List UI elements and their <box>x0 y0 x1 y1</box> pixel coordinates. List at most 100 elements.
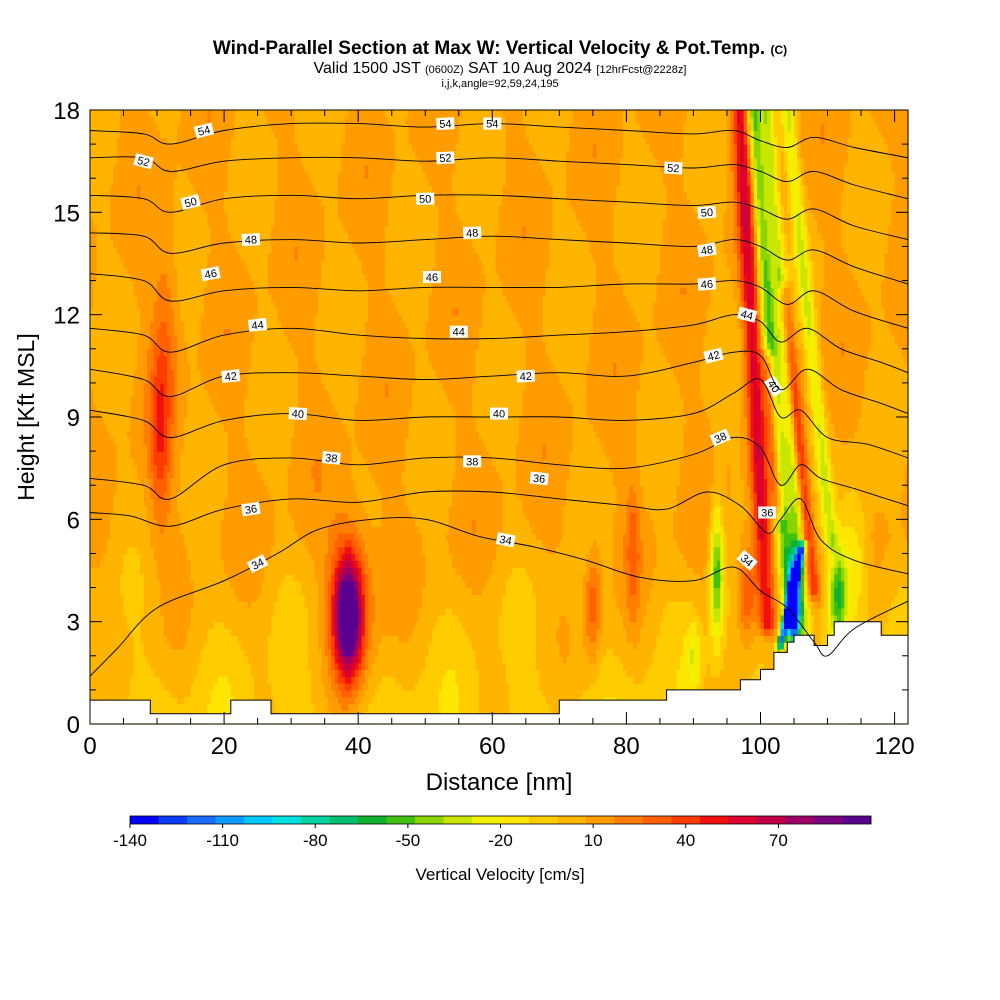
w-cell <box>146 662 151 671</box>
w-cell <box>210 144 215 152</box>
w-cell <box>140 137 145 145</box>
w-cell <box>123 614 128 623</box>
w-cell <box>271 676 275 684</box>
w-cell <box>193 287 198 295</box>
w-cell <box>157 648 161 657</box>
w-cell <box>190 307 195 316</box>
w-cell <box>173 403 178 411</box>
w-cell <box>190 519 195 527</box>
w-cell <box>146 430 151 439</box>
w-cell <box>90 150 94 159</box>
w-cell <box>96 635 101 643</box>
w-cell <box>96 396 101 404</box>
w-cell <box>133 362 138 370</box>
w-cell <box>116 314 121 323</box>
w-cell <box>187 355 192 364</box>
w-cell <box>133 225 138 234</box>
w-cell <box>120 505 125 514</box>
w-cell <box>170 280 175 288</box>
w-cell <box>133 403 138 411</box>
w-cell <box>146 294 151 302</box>
w-cell <box>123 471 128 479</box>
w-cell <box>203 546 208 555</box>
w-cell <box>130 567 135 575</box>
w-cell <box>203 348 208 357</box>
w-cell <box>214 171 218 179</box>
w-cell <box>257 464 262 473</box>
w-cell <box>93 198 98 207</box>
w-cell <box>163 144 168 152</box>
w-cell <box>96 655 101 664</box>
w-cell <box>100 444 105 452</box>
w-cell <box>143 287 148 295</box>
w-cell <box>217 628 222 636</box>
w-cell <box>140 457 145 466</box>
w-cell <box>170 328 175 336</box>
w-cell <box>110 478 115 486</box>
w-cell <box>96 519 101 527</box>
w-cell <box>136 178 141 186</box>
w-cell <box>224 683 229 691</box>
w-cell <box>247 662 252 671</box>
w-cell <box>163 376 168 384</box>
w-cell <box>193 451 198 459</box>
w-cell <box>224 492 229 500</box>
w-cell <box>100 485 105 493</box>
w-cell <box>93 689 98 698</box>
w-cell <box>126 341 131 350</box>
w-cell <box>230 266 235 275</box>
w-cell <box>200 362 205 370</box>
w-cell <box>187 608 192 616</box>
w-cell <box>113 246 118 254</box>
w-cell <box>130 505 135 514</box>
w-cell <box>106 348 111 357</box>
w-cell <box>140 526 145 534</box>
w-cell <box>146 239 151 248</box>
w-cell <box>227 239 232 248</box>
w-cell <box>207 580 212 589</box>
w-cell <box>130 314 135 323</box>
w-cell <box>170 137 175 145</box>
w-cell <box>240 430 245 439</box>
w-cell <box>143 116 148 125</box>
w-cell <box>163 676 168 684</box>
w-cell <box>163 219 168 227</box>
w-cell <box>173 348 178 357</box>
w-cell <box>160 225 165 234</box>
w-cell <box>227 116 232 125</box>
w-cell <box>244 328 249 336</box>
w-cell <box>224 280 229 288</box>
w-cell <box>106 198 111 207</box>
w-cell <box>180 417 185 425</box>
w-cell <box>133 642 138 650</box>
w-cell <box>106 464 111 473</box>
w-cell <box>207 171 212 179</box>
w-cell <box>193 580 198 589</box>
w-cell <box>100 457 105 466</box>
w-cell <box>130 123 135 132</box>
w-cell <box>224 389 229 398</box>
w-cell <box>271 464 275 473</box>
w-cell <box>167 369 172 377</box>
w-cell <box>160 341 165 350</box>
w-cell <box>247 348 252 357</box>
w-cell <box>183 328 188 336</box>
w-cell <box>146 144 151 152</box>
w-cell <box>224 301 229 309</box>
w-cell <box>183 608 188 616</box>
w-cell <box>126 580 131 589</box>
w-cell <box>167 239 172 248</box>
w-cell <box>230 116 235 125</box>
w-cell <box>187 662 192 671</box>
w-cell <box>110 212 115 220</box>
w-cell <box>244 601 249 609</box>
w-cell <box>106 423 111 432</box>
w-cell <box>170 464 175 473</box>
w-cell <box>244 676 249 684</box>
w-cell <box>220 662 225 671</box>
w-cell <box>234 205 239 213</box>
w-cell <box>173 369 178 377</box>
w-cell <box>190 144 195 152</box>
w-cell <box>244 553 249 561</box>
w-cell <box>153 689 158 698</box>
